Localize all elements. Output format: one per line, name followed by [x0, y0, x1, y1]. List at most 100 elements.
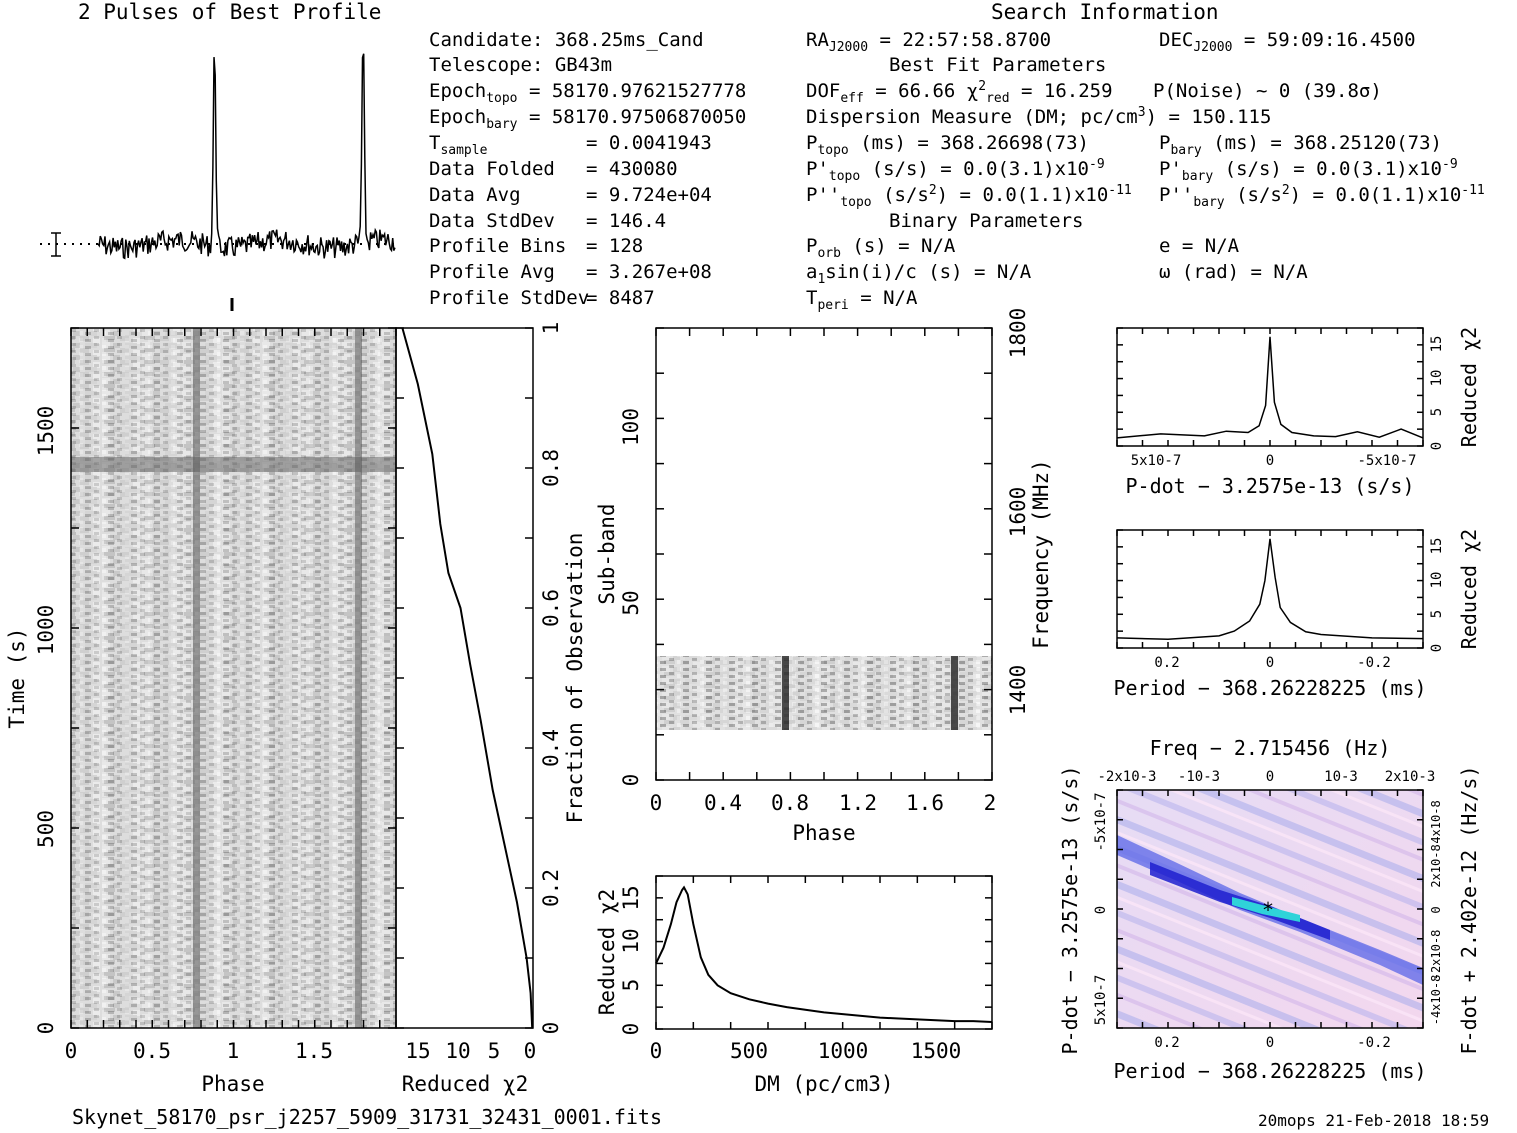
subband-ticks [655, 327, 993, 781]
binary-title: Binary Parameters [889, 210, 1084, 232]
ppdot-y2tick-4: 4x10-8 [1429, 800, 1443, 843]
search-title: Search Information [991, 0, 1219, 24]
per-xtick-0.2: 0.2 [1154, 655, 1179, 671]
profile-bins-value: = 128 [586, 235, 644, 257]
dof-line: DOFeff = 66.66 χ2red = 16.259 [806, 79, 1113, 106]
pddtopo-exp: -11 [1108, 183, 1132, 198]
ppdot-xlabel: Period − 368.26228225 (ms) [1113, 1059, 1426, 1083]
telescope-line: Telescope: GB43m [429, 54, 613, 76]
time-phase-panel: 0 0.5 1 1.5 Phase 0 500 1000 1500 Time (… [5, 327, 397, 1096]
pbary-value: 368.25120(73) [1293, 132, 1442, 154]
dm-ytick-15: 15 [619, 885, 643, 910]
pdtopo-line: P'topo (s/s) = 0.0(3.1)x10-9 [806, 157, 1105, 184]
ppdot-y2tick-1: -2x10-8 [1429, 930, 1443, 981]
ppdot-y2tick-3: 2x10-8 [1429, 844, 1443, 887]
ppdot-x2tick-3: 10-3 [1324, 769, 1358, 785]
ppdot-x2tick-1: -10-3 [1178, 769, 1220, 785]
cumulative-chi2-curve [401, 327, 534, 1029]
dm-xtick-1000: 1000 [818, 1039, 869, 1063]
time-phase-ytick-1000: 1000 [34, 605, 58, 656]
data-stddev-num: 146.4 [608, 210, 667, 232]
filename: Skynet_58170_psr_j2257_5909_31731_32431_… [72, 1105, 663, 1129]
data-folded-label: Data Folded [429, 158, 555, 180]
sb-ytick-50: 50 [619, 590, 643, 615]
time-phase-dark-row [71, 457, 396, 472]
porb-value: N/A [921, 235, 956, 257]
pd-ytick-15: 15 [1429, 336, 1445, 353]
time-phase-xtick-0: 0 [65, 1039, 78, 1063]
cumulative-chi2-panel: 15 10 5 0 Reduced χ2 0 0.2 0.4 0.6 0.8 1… [395, 322, 587, 1096]
time-phase-ytick-1500: 1500 [34, 406, 58, 457]
dm-ytick-10: 10 [619, 928, 643, 953]
ppdot-best-marker: * [1262, 898, 1274, 922]
profile-stddev-label: Profile StdDev [429, 287, 590, 309]
sb-xtick-1.6: 1.6 [906, 791, 944, 815]
time-phase-xlabel: Phase [201, 1072, 264, 1096]
profile-bins-num: 128 [608, 235, 644, 257]
tsample-num: 0.0041943 [608, 132, 712, 154]
sb-xtick-1.2: 1.2 [839, 791, 877, 815]
time-phase-pulse-1 [193, 328, 200, 1028]
per-xtick-0: 0 [1266, 655, 1274, 671]
epoch-topo-line: Epochtopo = 58170.97621527778 [429, 80, 747, 106]
profile-avg-label: Profile Avg [429, 261, 555, 283]
per-xlabel: Period − 368.26228225 (ms) [1113, 676, 1426, 700]
dec-line: DECJ2000 = 59:09:16.4500 [1159, 29, 1416, 55]
time-phase-xtick-1.5: 1.5 [295, 1039, 333, 1063]
dm-xlabel: DM (pc/cm3) [754, 1072, 893, 1096]
data-avg-label: Data Avg [429, 184, 521, 206]
ppdot-ridge-core [1232, 897, 1300, 922]
pd-ytick-10: 10 [1429, 370, 1445, 387]
ppdot-title: Freq − 2.715456 (Hz) [1150, 736, 1391, 760]
ppdot-y2tick-2: 0 [1429, 906, 1443, 913]
ppdot-ytick-top: 5x10-7 [1093, 975, 1109, 1026]
tsample-line: Tsample [429, 132, 488, 158]
period-ticks [1116, 529, 1424, 649]
ppdot-y2tick-0: -4x10-8 [1429, 975, 1443, 1026]
pddtopo-line: P''topo (s/s2) = 0.0(1.1)x10-11 [806, 183, 1132, 210]
ppdot-ridge [1117, 835, 1423, 985]
omega-line: ω (rad) = N/A [1159, 261, 1308, 283]
dec-value: 59:09:16.4500 [1266, 29, 1416, 51]
profile-avg-value: = 3.267e+08 [586, 261, 712, 283]
sb-ylabel: Sub-band [595, 503, 619, 604]
pbary-line: Pbary (ms) = 368.25120(73) [1159, 132, 1442, 158]
ra-value: 22:57:58.8700 [902, 29, 1052, 51]
period-curve [1116, 538, 1424, 640]
epoch-topo-value: 58170.97621527778 [551, 80, 747, 102]
pddtopo-value: 0.0(1.1)x10 [982, 184, 1109, 206]
ptopo-line: Ptopo (ms) = 368.26698(73) [806, 132, 1089, 158]
per-ytick-15: 15 [1429, 538, 1445, 555]
cum-xtick-5: 5 [488, 1039, 501, 1063]
time-phase-ticks [70, 327, 397, 1029]
pd-xtick-0: 0 [1266, 453, 1274, 469]
per-ytick-0: 0 [1429, 644, 1445, 652]
per-ylabel: Reduced χ2 [1457, 529, 1481, 649]
cum-xtick-0: 0 [524, 1039, 537, 1063]
ppdot-x2tick-4: 2x10-3 [1385, 769, 1436, 785]
sb-ytick-0: 0 [619, 774, 643, 787]
e-line: e = N/A [1159, 235, 1240, 257]
pddbary-exp: -11 [1461, 183, 1485, 198]
cum-ytick-1: 1 [539, 322, 563, 335]
cumulative-ticks [396, 327, 533, 1029]
best-fit-title: Best Fit Parameters [889, 54, 1107, 76]
ppdot-y2label: F-dot + 2.402e-12 (Hz/s) [1457, 766, 1481, 1055]
ppdot-panel: * Freq − 2.715456 (Hz) -2x10-3 -10-3 0 1… [1058, 736, 1481, 1083]
ppdot-ylabel: P-dot − 3.2575e-13 (s/s) [1058, 766, 1082, 1055]
dm-frame [655, 875, 993, 1030]
dof-value: 66.66 [898, 80, 956, 102]
pdot-ticks [1116, 327, 1424, 447]
dm-ylabel: Reduced χ2 [595, 889, 619, 1015]
a1sini-value: N/A [996, 261, 1032, 283]
epoch-bary-value: 58170.97506870050 [551, 106, 747, 128]
per-ytick-5: 5 [1429, 610, 1445, 618]
period-frame [1116, 529, 1424, 649]
per-xtick--0.2: -0.2 [1357, 655, 1391, 671]
profile-avg-num: 3.267e+08 [608, 261, 712, 283]
dm-curve [655, 885, 993, 1023]
pdot-curve [1116, 336, 1424, 439]
period-panel: 0.2 0 -0.2 Period − 368.26228225 (ms) 0 … [1113, 529, 1481, 700]
sb-y2tick-1600: 1600 [1006, 487, 1030, 538]
